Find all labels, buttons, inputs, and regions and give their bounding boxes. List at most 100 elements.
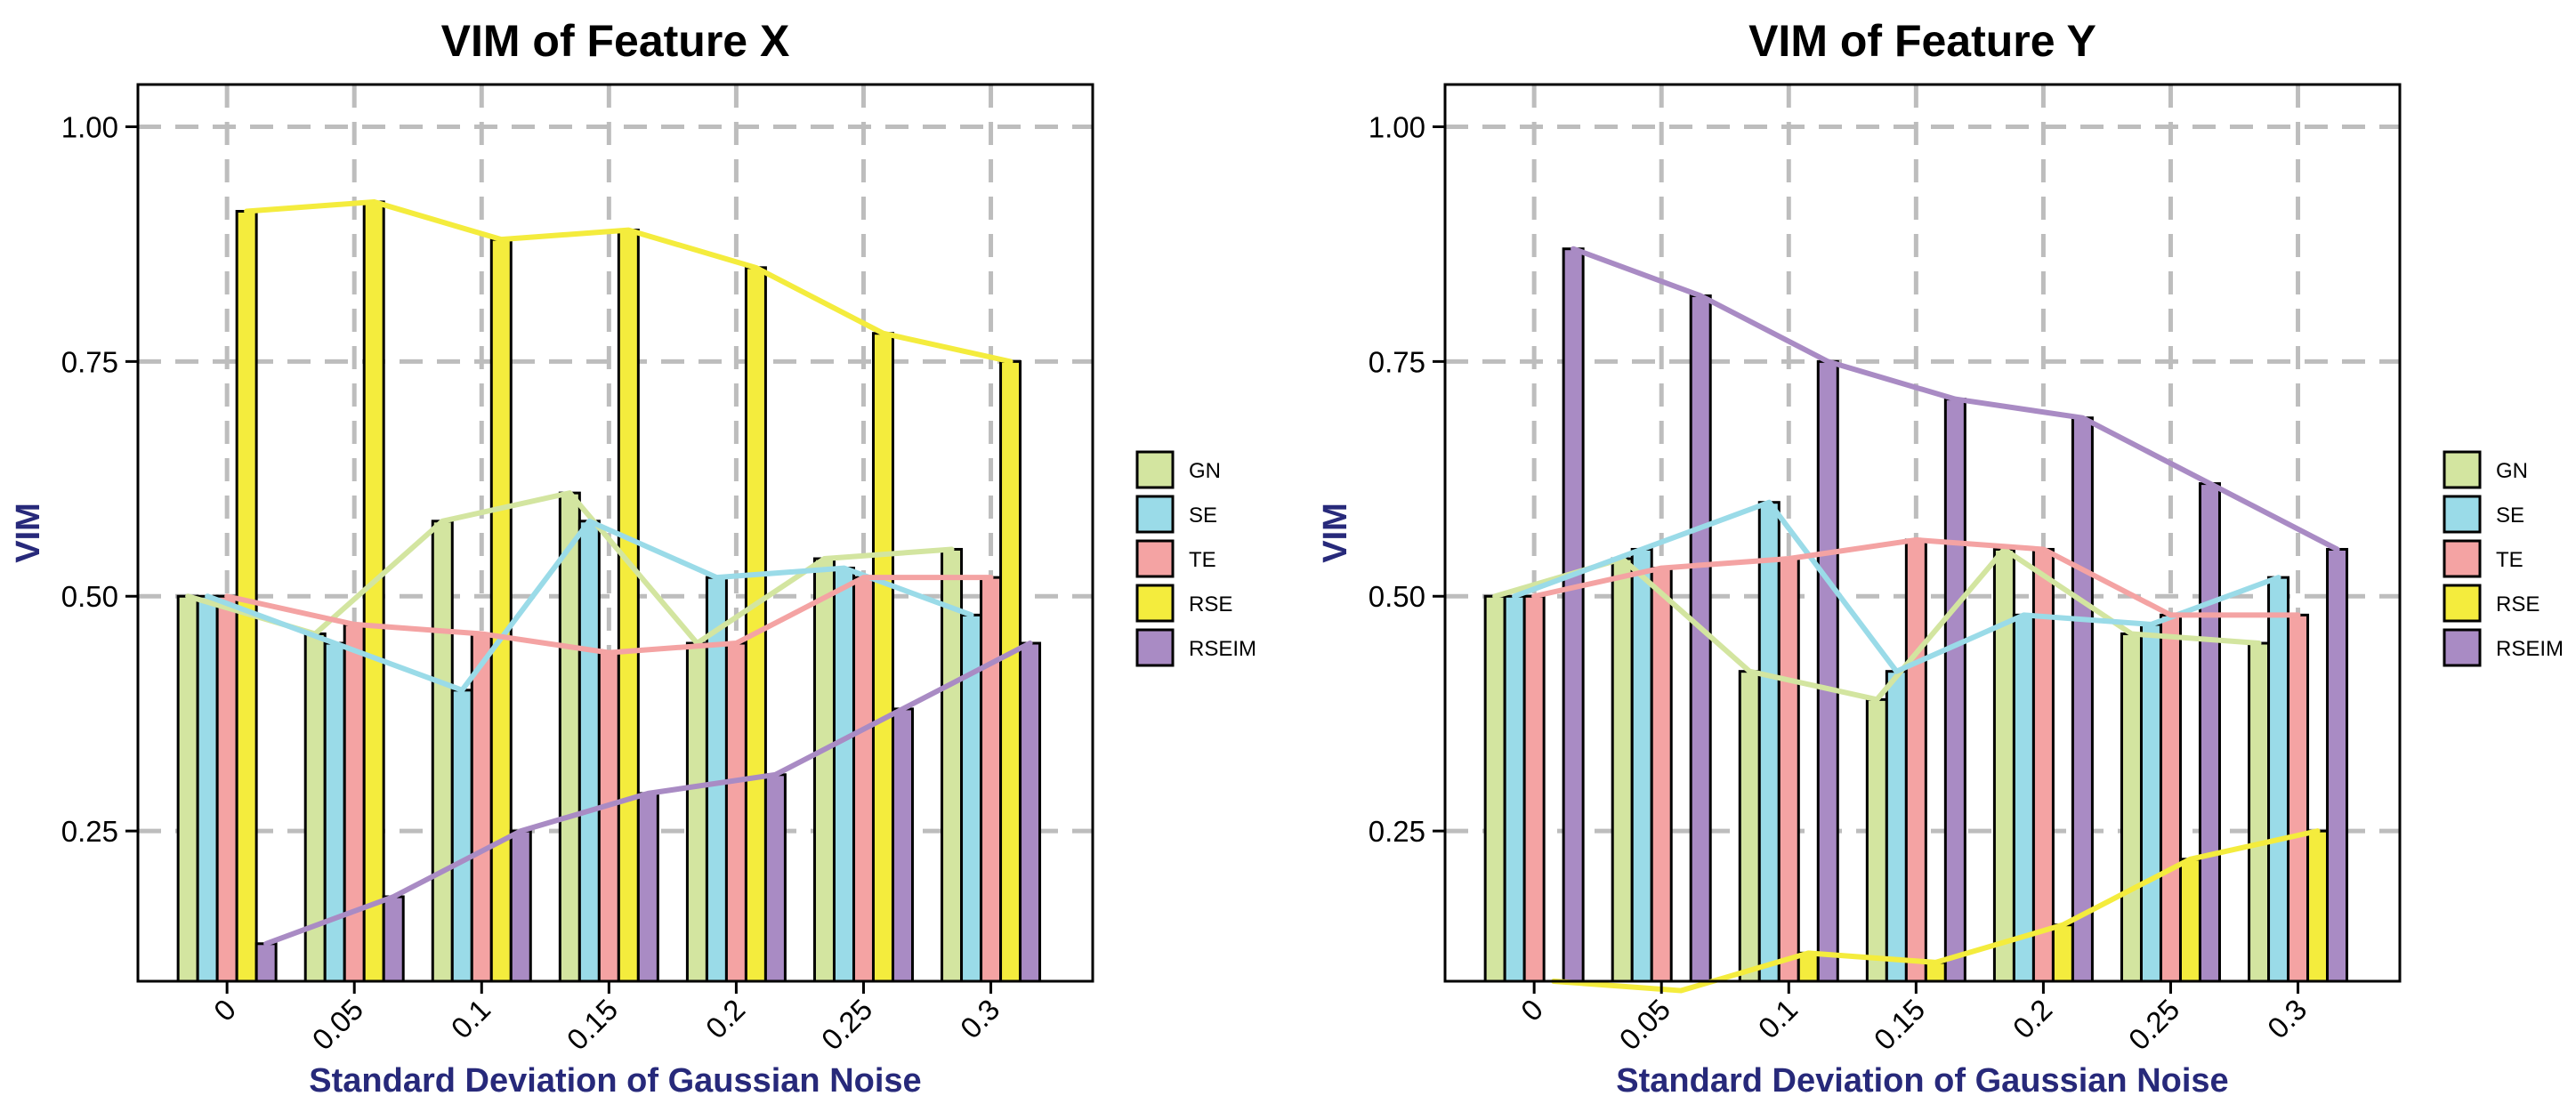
bar-te-0.1 (1777, 557, 1800, 983)
bar-rse-0.2 (744, 266, 767, 983)
x-tick-label: 0.25 (815, 993, 879, 1057)
bar-se-0.15 (577, 520, 601, 983)
bar-gn-0.05 (1611, 557, 1634, 983)
bar-rseim-0.2 (763, 773, 787, 983)
bar-rse-0 (235, 209, 258, 983)
y-tick-label: 0.25 (1369, 815, 1425, 848)
bar-gn-0.15 (1865, 697, 1888, 983)
x-axis-title: Standard Deviation of Gaussian Noise (1616, 1062, 2228, 1100)
y-tick-label: 0.75 (1369, 345, 1425, 378)
chart-panel-1: 0.25 0.50 0.75 1.00 0 0.05 0.1 0.15 0.2 0.25 0.3 VI… (10, 16, 1256, 1100)
bar-te-0.05 (343, 623, 366, 983)
x-tick-label: 0.1 (1752, 993, 1805, 1045)
bar-gn-0.2 (685, 641, 708, 983)
bar-rseim-0.3 (1019, 641, 1042, 983)
legend: GN SE TE RSE RSEIM (1135, 450, 1256, 667)
bar-gn-0.2 (1992, 547, 2015, 983)
line-te (224, 575, 994, 656)
legend-label-te: TE (1189, 548, 1216, 572)
bar-se-0.25 (832, 567, 855, 983)
y-tick-label: 0.50 (61, 580, 118, 613)
bar-gn-0 (176, 594, 199, 983)
bar-se-0.2 (705, 576, 728, 983)
line-se (1512, 499, 2281, 674)
bar-te-0.15 (597, 651, 620, 983)
y-tick-label: 1.00 (1369, 110, 1425, 143)
bar-te-0.05 (1650, 567, 1673, 983)
y-axis-title: VIM (1317, 503, 1354, 563)
legend-label-te: TE (2496, 548, 2524, 572)
x-tick-label: 0 (1514, 993, 1549, 1027)
bar-rse-0.3 (2306, 829, 2330, 983)
y-tick-label: 1.00 (61, 110, 118, 143)
bar-gn-0.1 (431, 520, 454, 983)
legend-label-gn: GN (2496, 459, 2528, 483)
x-tick-label: 0.3 (954, 993, 1006, 1045)
bar-se-0.15 (1885, 670, 1908, 983)
bar-se-0.3 (2267, 576, 2290, 983)
x-tick-label: 0.2 (699, 993, 752, 1045)
bar-rse-0.25 (871, 332, 894, 983)
bar-gn-0.1 (1738, 670, 1761, 983)
legend-label-rse: RSE (1189, 592, 1232, 616)
bar-rseim-0 (254, 942, 278, 983)
bar-te-0 (215, 594, 238, 983)
y-axis-title: VIM (10, 503, 47, 563)
legend-label-rseim: RSEIM (1189, 637, 1256, 661)
x-tick-label: 0.15 (1868, 993, 1932, 1057)
x-tick-label: 0.1 (445, 993, 497, 1045)
bar-te-0.3 (980, 576, 1003, 983)
y-tick-label: 0.25 (61, 815, 118, 848)
bar-se-0 (196, 594, 219, 983)
x-tick-label: 0.2 (2007, 993, 2059, 1045)
x-tick-label: 0.25 (2122, 993, 2186, 1057)
legend-label-rseim: RSEIM (2496, 637, 2564, 661)
bar-se-0.05 (1630, 547, 1653, 983)
bar-gn-0.25 (812, 557, 836, 983)
bar-se-0.1 (450, 689, 473, 983)
bar-te-0.25 (2159, 613, 2182, 983)
bar-te-0.15 (1904, 538, 1927, 983)
bar-gn-0.3 (941, 547, 964, 983)
bar-rseim-0.1 (1816, 359, 1839, 983)
series-lines (1492, 246, 2340, 994)
bar-rseim-0.2 (2071, 416, 2094, 983)
x-tick-label: 0.15 (561, 993, 625, 1057)
legend-label-rse: RSE (2496, 592, 2540, 616)
line-rse (244, 198, 1013, 365)
bar-rseim-0.1 (509, 829, 532, 983)
x-axis-title: Standard Deviation of Gaussian Noise (309, 1062, 921, 1100)
chart-title: VIM of Feature Y (1748, 16, 2096, 66)
bar-gn-0.3 (2248, 641, 2271, 983)
bars (176, 200, 1042, 983)
line-rseim (1571, 246, 2340, 552)
bar-rseim-0.05 (1689, 294, 1712, 983)
legend-label-gn: GN (1189, 459, 1221, 483)
bar-rse-0.3 (999, 359, 1022, 983)
bar-rseim-0.15 (636, 792, 659, 983)
bar-rse-0.15 (617, 229, 640, 983)
line-rse (1551, 828, 2321, 994)
x-tick-label: 0.05 (306, 993, 370, 1057)
legend: GN SE TE RSE RSEIM (2443, 450, 2564, 667)
bar-gn-0.25 (2120, 632, 2143, 983)
y-tick-label: 0.75 (61, 345, 118, 378)
x-tick-label: 0.3 (2261, 993, 2314, 1045)
bar-te-0.2 (724, 641, 747, 983)
bar-se-0.2 (2012, 613, 2035, 983)
x-tick-label: 0 (207, 993, 242, 1027)
line-se (205, 518, 974, 693)
bar-rseim-0.25 (2198, 482, 2221, 983)
bar-rse-0.05 (362, 200, 385, 983)
y-tick-label: 0.50 (1369, 580, 1425, 613)
legend-label-se: SE (2496, 504, 2524, 528)
plot-frame (1443, 83, 2402, 983)
bar-gn-0 (1483, 594, 1506, 983)
series-lines (185, 198, 1033, 947)
bar-rse-0.1 (489, 238, 513, 983)
bar-se-0.25 (2139, 623, 2162, 983)
bar-rse-0.15 (1924, 961, 1947, 983)
bar-rseim-0.15 (1943, 398, 1966, 983)
bar-te-0 (1522, 594, 1546, 983)
